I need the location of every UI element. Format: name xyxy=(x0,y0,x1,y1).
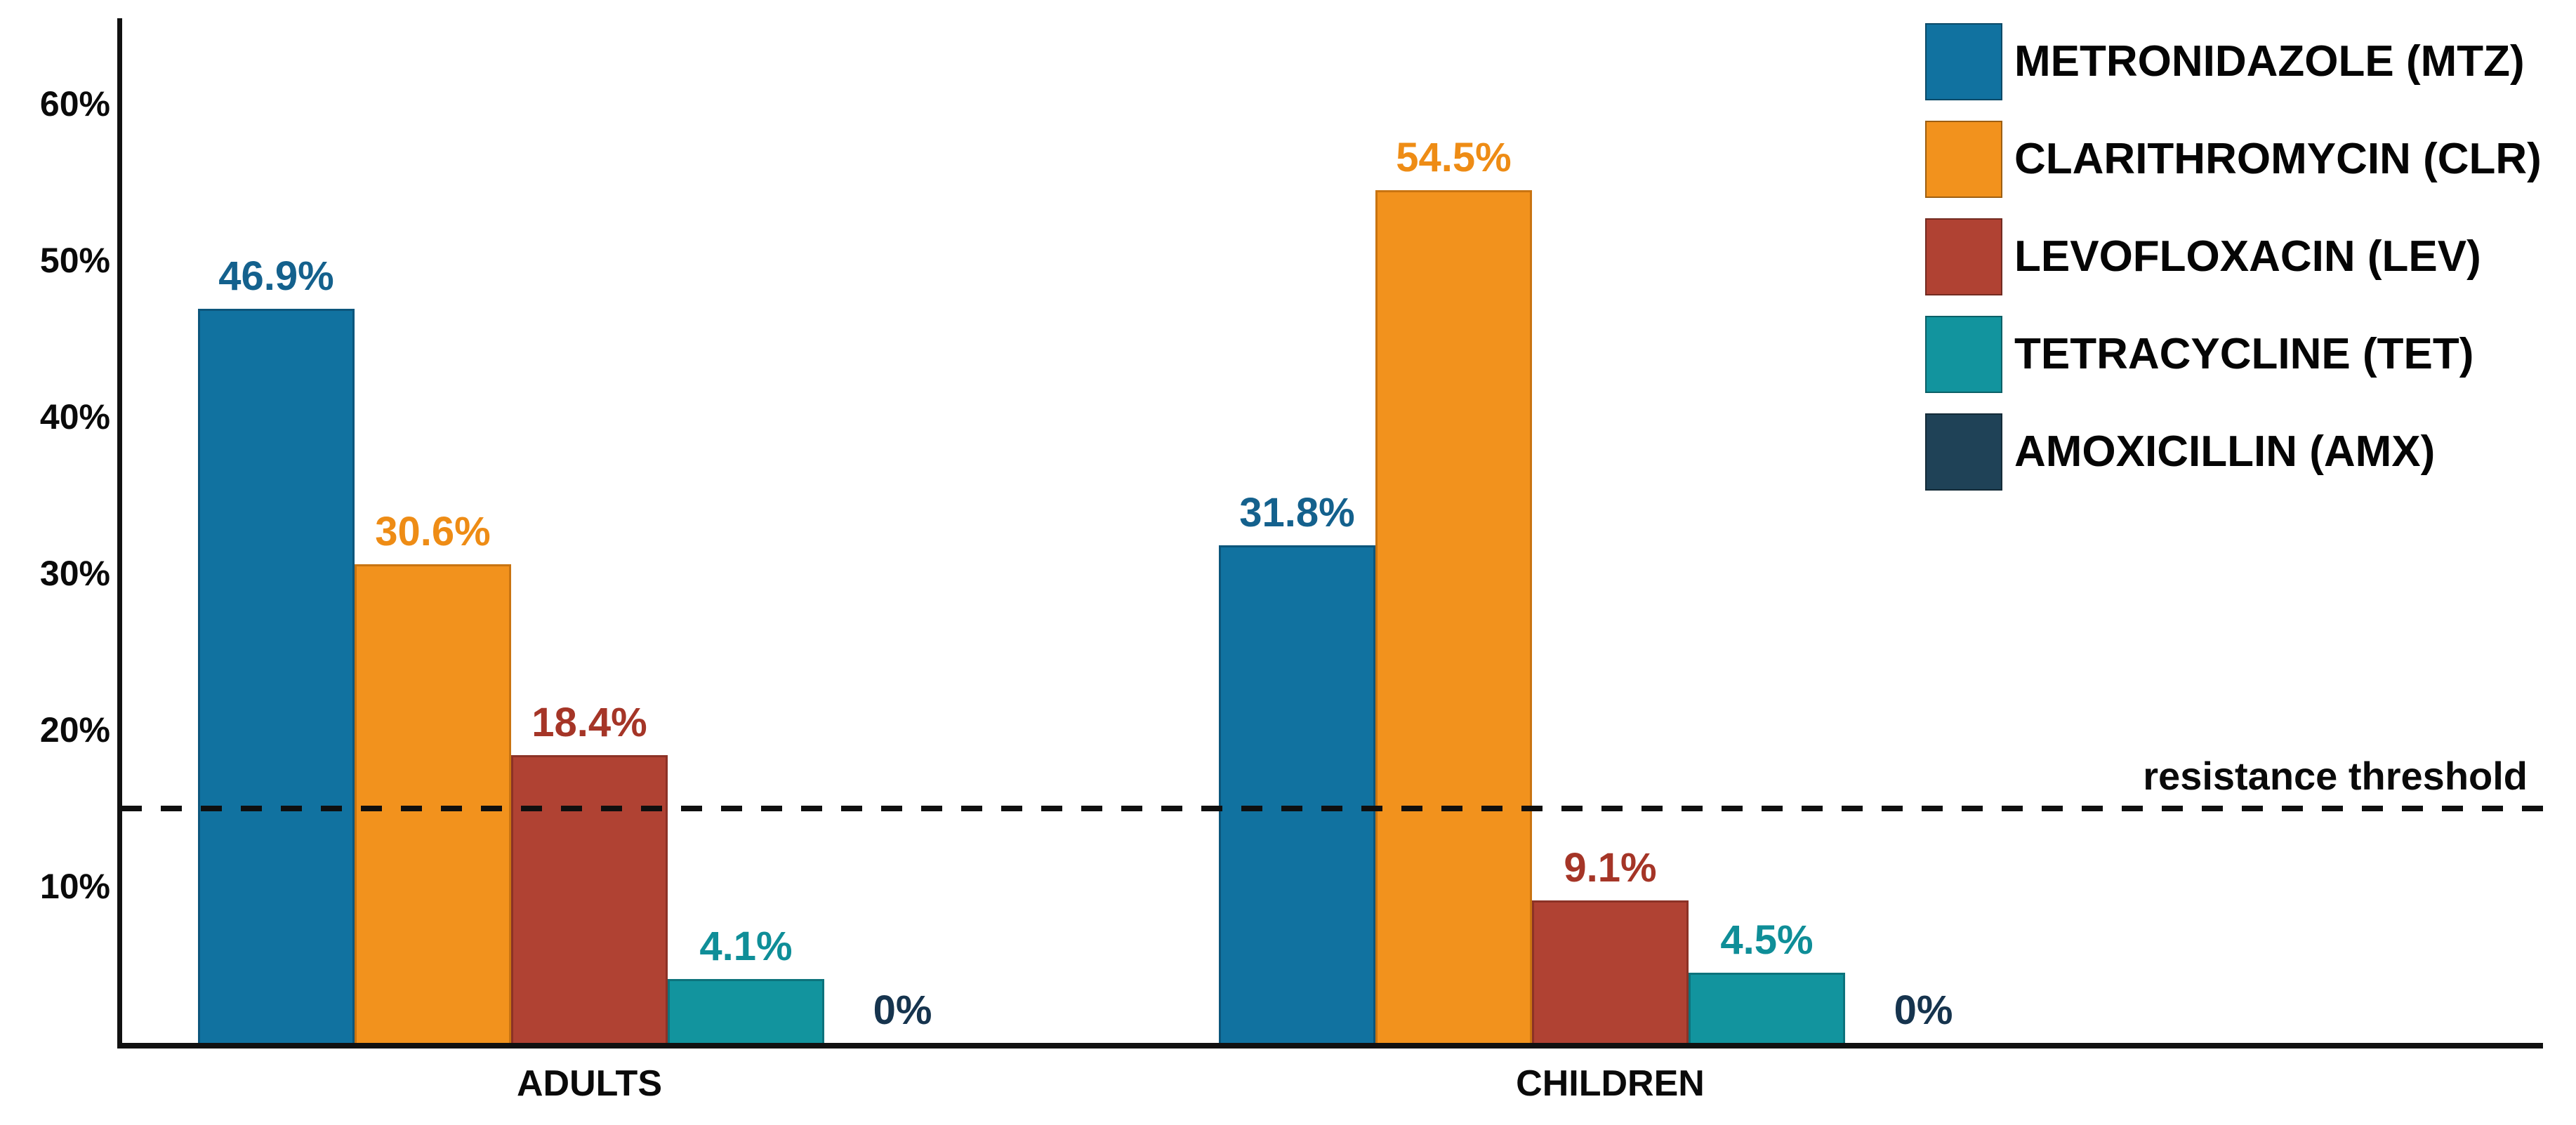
legend-label: AMOXICILLIN (AMX) xyxy=(2014,427,2436,476)
bar xyxy=(1219,545,1375,1043)
bar-value-label: 0% xyxy=(1894,987,1953,1033)
threshold-line xyxy=(121,806,2543,811)
bar xyxy=(668,979,824,1043)
legend-swatch xyxy=(1925,413,2002,491)
bar xyxy=(1375,190,1532,1043)
legend-row: TETRACYCLINE (TET) xyxy=(1925,316,2542,393)
legend-label: LEVOFLOXACIN (LEV) xyxy=(2014,232,2481,281)
y-tick-label: 20% xyxy=(39,710,110,750)
threshold-label: resistance threshold xyxy=(2143,754,2528,798)
legend-swatch xyxy=(1925,316,2002,393)
bar xyxy=(1532,900,1689,1043)
x-axis-line xyxy=(117,1043,2543,1049)
y-tick-label: 40% xyxy=(39,397,110,437)
legend-row: CLARITHROMYCIN (CLR) xyxy=(1925,121,2542,198)
bar-value-label: 9.1% xyxy=(1564,845,1657,891)
bar xyxy=(355,564,511,1043)
bar xyxy=(511,755,668,1043)
bar xyxy=(198,309,355,1043)
bar-value-label: 0% xyxy=(873,987,932,1033)
y-tick-label: 10% xyxy=(39,867,110,906)
bar-value-label: 30.6% xyxy=(375,509,491,554)
bar-value-label: 31.8% xyxy=(1239,490,1355,535)
y-tick-label: 50% xyxy=(39,241,110,280)
category-label: ADULTS xyxy=(516,1063,663,1104)
bar-value-label: 4.5% xyxy=(1720,917,1814,963)
legend-row: METRONIDAZOLE (MTZ) xyxy=(1925,23,2542,100)
legend-swatch xyxy=(1925,23,2002,100)
bar-value-label: 4.1% xyxy=(699,924,793,969)
y-axis-line xyxy=(117,18,122,1049)
bar-value-label: 18.4% xyxy=(531,700,647,745)
legend-swatch xyxy=(1925,121,2002,198)
y-tick-label: 30% xyxy=(39,554,110,593)
category-label: CHILDREN xyxy=(1516,1063,1705,1104)
legend-row: AMOXICILLIN (AMX) xyxy=(1925,413,2542,491)
legend-label: TETRACYCLINE (TET) xyxy=(2014,330,2474,378)
bar-value-label: 46.9% xyxy=(218,253,334,299)
legend: METRONIDAZOLE (MTZ) CLARITHROMYCIN (CLR) L… xyxy=(1925,23,2542,511)
legend-row: LEVOFLOXACIN (LEV) xyxy=(1925,218,2542,295)
bar xyxy=(1689,973,1845,1043)
y-tick-label: 60% xyxy=(39,84,110,124)
legend-swatch xyxy=(1925,218,2002,295)
legend-label: METRONIDAZOLE (MTZ) xyxy=(2014,37,2525,86)
bar-value-label: 54.5% xyxy=(1396,135,1512,180)
legend-label: CLARITHROMYCIN (CLR) xyxy=(2014,135,2542,183)
